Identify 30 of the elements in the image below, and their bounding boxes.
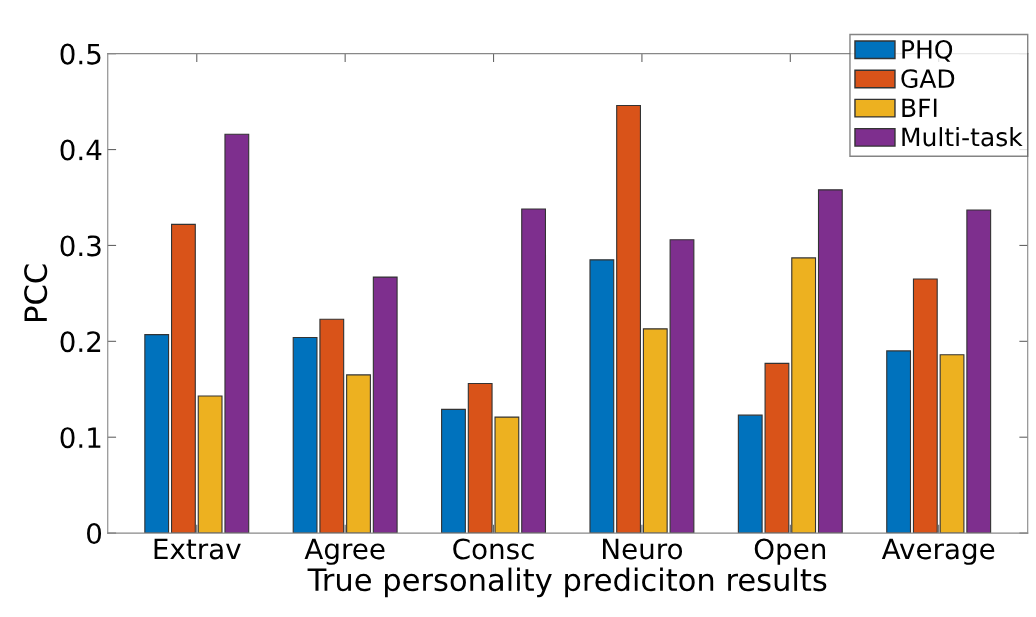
x-tick-label: Average <box>881 538 995 565</box>
y-axis-title: PCC <box>24 264 48 321</box>
bar <box>589 259 615 534</box>
x-axis-title: True personality prediciton results <box>307 567 827 598</box>
bar <box>616 104 641 534</box>
bar <box>441 408 466 534</box>
x-tick-label: Open <box>754 538 826 565</box>
y-tick-label: 0.1 <box>60 427 101 449</box>
legend-label: PHQ <box>902 39 953 62</box>
y-tick-label: 0.2 <box>60 331 101 353</box>
bar <box>886 350 912 534</box>
bar <box>346 374 371 534</box>
bar <box>144 334 170 534</box>
bar <box>521 208 547 534</box>
x-tick-label: Neuro <box>603 538 683 560</box>
legend-label: BFI <box>902 98 937 117</box>
bar <box>791 257 817 534</box>
y-tick-label: 0.5 <box>60 43 101 65</box>
y-tick-label: 0.3 <box>60 235 101 257</box>
bar <box>912 278 938 534</box>
x-tick-label: Agree <box>304 538 385 565</box>
y-tick-label: 0.4 <box>60 139 102 161</box>
legend-label: Multi-task <box>902 127 1023 147</box>
bar <box>170 223 196 534</box>
y-tick-label: 0 <box>87 523 102 545</box>
bar <box>372 276 398 534</box>
legend-label: GAD <box>901 69 955 89</box>
x-tick-label: Consc <box>453 538 534 560</box>
x-tick-label: Extrav <box>154 538 241 560</box>
bar <box>817 189 843 534</box>
